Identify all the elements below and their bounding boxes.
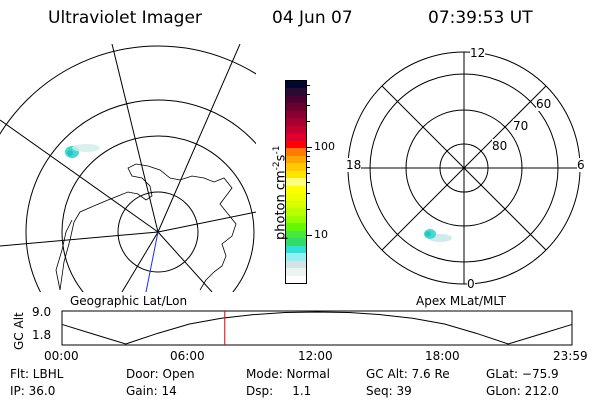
altitude-xtick: 06:00 [170,349,205,363]
colorbar-segment [286,215,306,224]
colorbar-minor-tick [306,94,310,96]
aurora-blob [424,229,452,242]
colorbar-segment [286,193,306,201]
colorbar-segment [286,253,306,261]
colorbar-minor-tick [306,173,310,175]
colorbar-segment [286,200,306,209]
instrument-title: Ultraviolet Imager [48,8,202,28]
colorbar-minor-tick [306,85,310,87]
colorbar-segment [286,238,306,246]
colorbar-minor-tick [306,155,310,157]
mlt-label-18: 18 [346,158,362,172]
lon-line [0,119,159,233]
colorbar-segment [286,103,306,111]
colorbar-segment [286,170,306,179]
colorbar-segment [286,125,306,134]
altitude-xtick: 18:00 [425,349,460,363]
mlt-label-12: 12 [470,46,486,60]
lon-line [157,44,241,233]
lat-circle [25,99,256,292]
colorbar-segment [286,118,306,126]
lon-line [121,231,159,292]
status-seq: Seq: 39 [366,384,412,398]
colorbar-minor-tick [306,160,310,162]
colorbar-segment [286,140,306,149]
status-glat: GLat: −75.9 [486,367,559,381]
mlat-label-80: 80 [492,139,508,153]
colorbar-segment [286,95,306,104]
mlat-label-60: 60 [536,97,552,111]
altitude-xtick: 12:00 [298,349,333,363]
time-label: 07:39:53 UT [428,8,533,28]
colorbar-segment [286,88,306,96]
colorbar-segment [286,260,306,269]
lat-circle [61,135,255,292]
colorbar-minor-tick [306,193,310,194]
status-mode: Mode: Normal [246,367,330,381]
colorbar-minor-tick [306,105,310,106]
lon-line [0,231,159,247]
colorbar-segment [286,223,306,231]
status-glon: GLon: 212.0 [486,384,559,398]
altitude-xtick: 00:00 [44,349,79,363]
lon-line [157,231,213,292]
colorbar-segment [286,230,306,239]
colorbar-minor-tick [306,120,310,122]
aurora-blob [65,144,100,158]
colorbar-segment [286,268,306,276]
colorbar-segment [286,148,306,156]
colorbar-segment [286,245,306,254]
altitude-xtick: 23:59 [553,349,588,363]
colorbar [285,80,307,284]
altitude-plot-frame [61,310,573,346]
lon-line [157,211,256,233]
altitude-ytick-max: 9.0 [32,305,52,319]
mlt-label-6: 6 [577,158,585,172]
colorbar-minor-tick [306,208,310,210]
status-dsp: Dsp: 1.1 [246,384,312,398]
geographic-panel-label: Geographic Lat/Lon [70,294,188,308]
colorbar-segment [286,185,306,194]
colorbar-minor-tick [306,166,310,168]
date-label: 04 Jun 07 [272,8,353,28]
lat-circle [0,45,256,135]
status-gc-alt: GC Alt: 7.6 Re [366,367,450,381]
colorbar-minor-ticks [306,80,310,284]
altitude-ytick-min: 1.8 [32,328,52,342]
colorbar-segment [286,110,306,119]
lat-circle [117,191,199,273]
magnetic-panel-label: Apex MLat/MLT [416,294,506,308]
coastline [55,219,73,291]
colorbar-segment [286,163,306,171]
coastline [59,163,237,291]
altitude-curve [61,311,573,345]
colorbar-tick [306,235,312,236]
colorbar-tick [306,147,312,148]
lon-line [111,44,159,233]
colorbar-minor-tick [306,151,310,153]
status-filter: Flt: LBHL [10,367,64,381]
colorbar-segment [286,133,306,141]
colorbar-segment [286,178,306,186]
colorbar-segment [286,275,306,284]
mlt-line [381,85,547,251]
status-gain: Gain: 14 [126,384,177,398]
colorbar-segment [286,155,306,164]
colorbar-minor-tick [306,182,310,184]
mlat-label-70: 70 [513,119,529,133]
colorbar-segment [286,81,306,89]
mlt-label-0: 0 [467,277,475,291]
colorbar-tick-100: 100 [314,140,335,153]
meridian-marker [145,231,159,292]
colorbar-segment [286,208,306,216]
status-door: Door: Open [126,367,195,381]
colorbar-tick-10: 10 [314,228,328,241]
status-ip: IP: 36.0 [10,384,56,398]
